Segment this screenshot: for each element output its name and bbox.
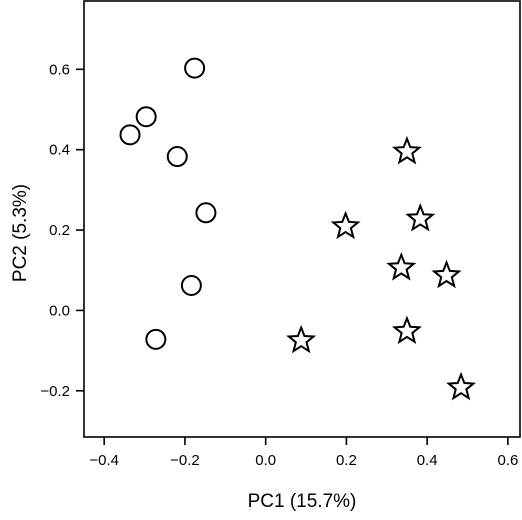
y-axis-ticks: −0.2 0.0 0.2 0.4 0.6 [40,61,84,400]
star-marker [391,315,422,345]
star-marker [286,324,317,354]
x-tick-label: −0.4 [89,452,119,469]
x-tick-label: 0.0 [255,452,276,469]
star-marker [431,259,462,289]
y-axis-label: PC2 (5.3%) [10,184,31,282]
data-points [119,57,477,401]
circle-marker [119,124,141,146]
y-tick-label: 0.4 [49,142,70,159]
circle-marker [184,57,206,79]
star-marker [391,135,422,165]
x-tick-label: 0.6 [497,452,518,469]
plot-frame [83,0,521,438]
y-tick-label: −0.2 [40,383,70,400]
circle-marker [166,146,188,168]
circle-marker [195,202,217,224]
star-marker [386,252,417,281]
y-tick-label: 0.6 [49,61,70,78]
star-marker [446,371,477,401]
star-marker [330,210,361,240]
x-tick-label: 0.2 [336,452,357,469]
star-marker [405,203,436,232]
y-tick-label: 0.2 [49,222,70,239]
circle-marker [180,275,202,297]
x-axis-label: PC1 (15.7%) [248,491,357,512]
y-tick-label: 0.0 [49,302,70,319]
x-tick-label: −0.2 [170,452,200,469]
x-axis-ticks: −0.4 −0.2 0.0 0.2 0.4 0.6 [89,437,518,469]
x-tick-label: 0.4 [417,452,438,469]
circle-marker [145,328,167,350]
circle-marker [135,106,157,128]
